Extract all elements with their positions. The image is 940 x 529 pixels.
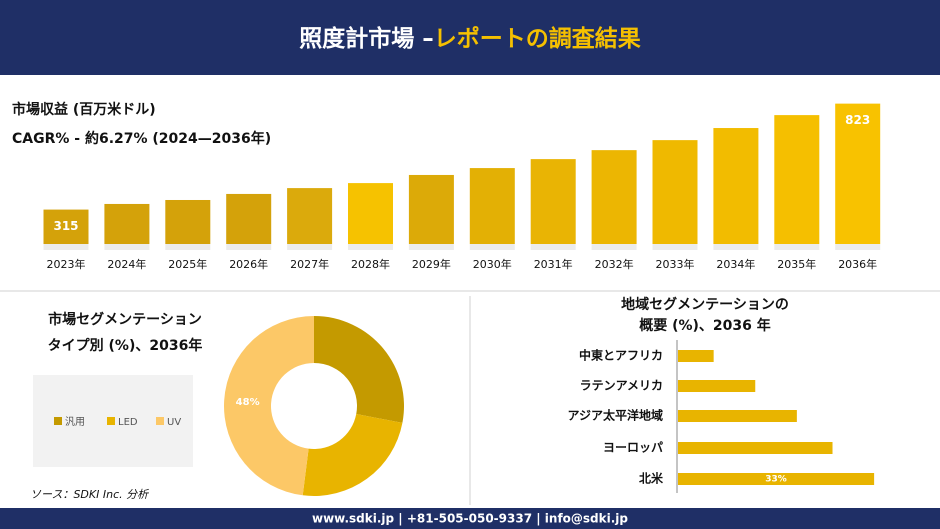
legend-swatch	[156, 417, 164, 425]
footer-text: www.sdki.jp | +81-505-050-9337 | info@sd…	[312, 512, 628, 526]
bar	[678, 473, 875, 485]
legend-label: UV	[167, 417, 181, 428]
chart-title: 地域セグメンテーションの	[621, 296, 789, 313]
bar-shadow	[287, 244, 333, 250]
x-tick-label: 2029年	[412, 257, 451, 271]
chart-title: 概要 (%)、2036 年	[639, 317, 771, 334]
chart-title: 市場セグメンテーション	[48, 311, 202, 328]
bar	[591, 150, 637, 244]
bar	[43, 209, 89, 244]
x-tick-label: 2027年	[290, 257, 329, 271]
bar-shadow	[591, 244, 637, 250]
bar	[713, 128, 759, 244]
bar	[678, 350, 714, 362]
bar	[408, 174, 454, 244]
bar-shadow	[104, 244, 150, 250]
y-tick-label: 中東とアフリカ	[579, 348, 663, 363]
y-tick-label: ラテンアメリカ	[580, 379, 663, 393]
chart-subtitle: CAGR% - 約6.27% (2024—2036年)	[12, 130, 271, 147]
data-label: 315	[53, 219, 78, 233]
y-tick-label: アジア太平洋地域	[567, 408, 663, 423]
chart-title: 市場収益 (百万米ドル)	[12, 101, 156, 118]
bar	[774, 115, 820, 244]
source-note: ソース：SDKI Inc. 分析	[30, 488, 150, 501]
x-tick-label: 2034年	[716, 257, 755, 271]
donut-segment	[224, 316, 314, 496]
footer-bar	[0, 508, 940, 529]
y-tick-label: ヨーロッパ	[603, 441, 663, 455]
x-tick-label: 2036年	[838, 257, 877, 271]
bar	[835, 103, 881, 244]
title-highlight: レポートの調査結果	[434, 25, 641, 52]
legend-swatch	[54, 417, 62, 425]
data-label: 33%	[765, 475, 787, 485]
bar	[678, 380, 756, 392]
bar	[165, 199, 211, 244]
title-main: 照度計市場 –	[299, 25, 434, 52]
bar	[652, 140, 698, 244]
bar-shadow	[165, 244, 211, 250]
bar-shadow	[408, 244, 454, 250]
bar-shadow	[713, 244, 759, 250]
x-tick-label: 2026年	[229, 257, 268, 271]
bar-shadow	[348, 244, 393, 250]
bar-shadow	[43, 244, 89, 250]
y-tick-label: 北米	[639, 471, 664, 486]
bar	[530, 159, 576, 244]
bar-shadow	[652, 244, 698, 250]
legend-label: 汎用	[65, 415, 85, 428]
legend-label: LED	[118, 417, 138, 428]
x-tick-label: 2031年	[534, 257, 573, 271]
bar	[226, 193, 272, 244]
x-tick-label: 2033年	[656, 257, 695, 271]
chart-title: タイプ別 (%)、2036年	[48, 337, 203, 354]
bar-shadow	[774, 244, 820, 250]
bar	[678, 442, 833, 454]
x-tick-label: 2030年	[473, 257, 512, 271]
bar	[104, 203, 150, 244]
bar-shadow	[469, 244, 515, 250]
header-title: 照度計市場 –レポートの調査結果	[299, 25, 641, 52]
donut-segment	[314, 316, 404, 423]
bar-shadow	[530, 244, 576, 250]
legend-swatch	[107, 417, 115, 425]
bar-shadow	[226, 244, 272, 250]
bar-shadow	[835, 244, 881, 250]
data-label: 48%	[236, 397, 260, 408]
bar	[348, 183, 393, 244]
bar	[287, 188, 333, 244]
x-tick-label: 2028年	[351, 257, 390, 271]
data-label: 823	[845, 113, 870, 127]
header-bar	[0, 0, 940, 75]
donut-segment	[302, 414, 403, 496]
bar	[678, 410, 797, 422]
x-tick-label: 2035年	[777, 257, 816, 271]
x-tick-label: 2023年	[47, 257, 86, 271]
bar	[469, 168, 515, 244]
x-tick-label: 2025年	[168, 257, 207, 271]
x-tick-label: 2024年	[107, 257, 146, 271]
x-tick-label: 2032年	[595, 257, 634, 271]
